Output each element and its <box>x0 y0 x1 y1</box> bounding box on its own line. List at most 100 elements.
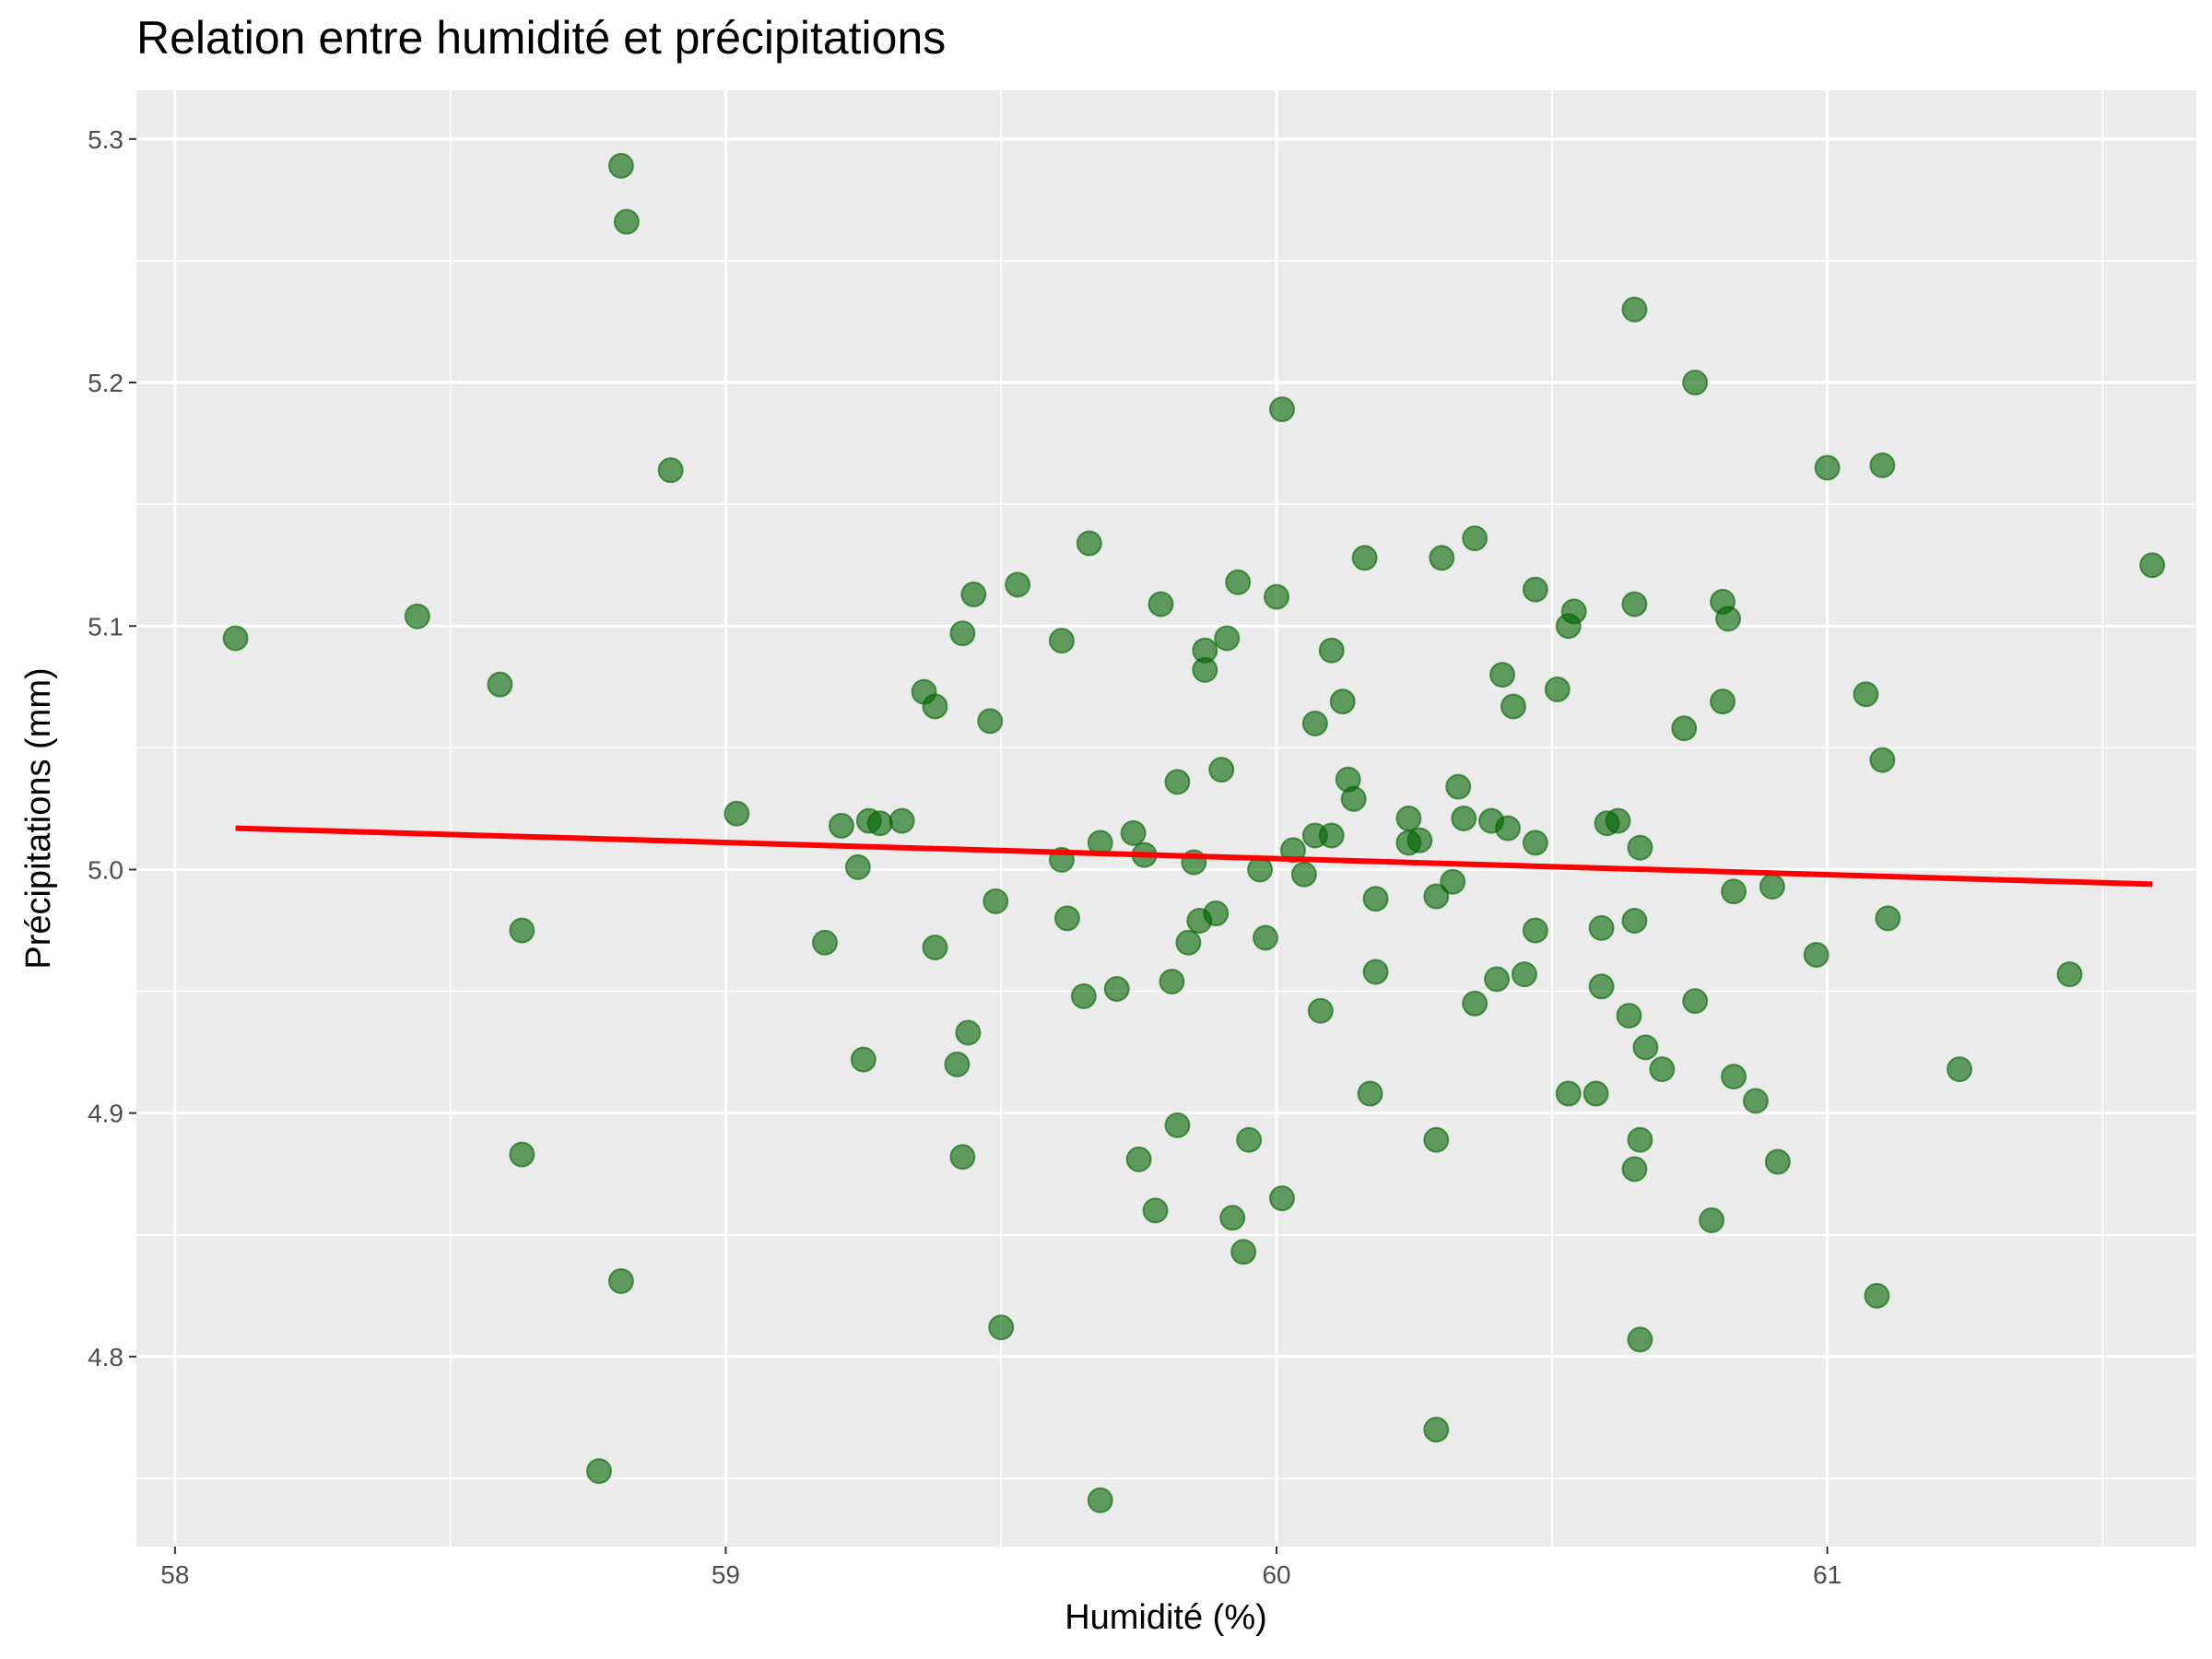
data-point <box>1484 966 1511 993</box>
data-point <box>1715 606 1742 632</box>
data-point <box>1445 773 1472 800</box>
data-point <box>1869 747 1896 773</box>
data-point <box>949 620 976 647</box>
data-point <box>1230 1239 1257 1265</box>
data-point <box>1307 997 1334 1024</box>
data-point <box>1076 530 1102 557</box>
data-point <box>2139 552 2166 579</box>
y-tick-label: 5.0 <box>88 855 124 884</box>
data-point <box>888 807 915 834</box>
data-point <box>1423 1417 1450 1443</box>
data-point <box>977 708 1004 735</box>
data-point <box>1142 1197 1169 1224</box>
data-point <box>1699 1206 1725 1233</box>
data-point <box>1621 296 1648 323</box>
data-point <box>1070 982 1097 1009</box>
data-point <box>509 917 535 944</box>
x-tick-label: 59 <box>712 1560 740 1589</box>
data-point <box>922 693 948 720</box>
y-tick-label: 5.2 <box>88 369 124 397</box>
data-point <box>1103 975 1130 1002</box>
x-tick-label: 61 <box>1813 1560 1841 1589</box>
data-point <box>1522 917 1548 944</box>
data-point <box>657 457 684 484</box>
data-point <box>585 1458 612 1485</box>
data-point <box>944 1051 971 1077</box>
data-point <box>222 625 249 652</box>
data-point <box>1395 806 1422 831</box>
data-point <box>1159 969 1185 995</box>
data-point <box>1522 830 1548 856</box>
data-point <box>1621 591 1648 618</box>
data-point <box>1236 1126 1263 1153</box>
x-axis-title: Humidité (%) <box>1065 1598 1267 1637</box>
data-point <box>607 152 634 179</box>
data-point <box>1125 1146 1152 1172</box>
data-point <box>1721 878 1747 905</box>
data-point <box>1621 907 1648 934</box>
data-point <box>404 603 430 629</box>
data-point <box>1759 873 1785 900</box>
data-point <box>1627 1126 1653 1153</box>
data-point <box>1053 905 1080 932</box>
data-point <box>1214 625 1241 652</box>
data-point <box>724 800 750 827</box>
data-point <box>1621 1156 1648 1182</box>
data-point <box>1671 715 1698 742</box>
data-point <box>1268 1185 1295 1212</box>
data-point <box>1632 1034 1659 1061</box>
data-point <box>866 810 893 837</box>
data-point <box>1869 452 1896 478</box>
data-point <box>1192 656 1218 683</box>
chart-title: Relation entre humidité et précipitation… <box>136 12 947 64</box>
data-point <box>1164 1112 1191 1138</box>
data-points <box>222 152 2166 1513</box>
data-point <box>1362 959 1389 985</box>
data-point <box>1495 815 1522 841</box>
data-point <box>811 929 838 956</box>
data-point <box>1253 924 1279 951</box>
data-point <box>1544 676 1571 702</box>
data-point <box>922 935 948 961</box>
data-point <box>1147 591 1174 618</box>
data-point <box>1560 598 1587 625</box>
data-point <box>1588 973 1615 1000</box>
data-point <box>1616 1003 1642 1030</box>
data-point <box>1423 883 1450 910</box>
data-point <box>1864 1282 1890 1309</box>
data-point <box>1264 583 1290 610</box>
x-axis-ticks: 58 59 60 61 <box>160 1547 1841 1589</box>
data-point <box>2056 961 2083 988</box>
data-point <box>1318 822 1345 849</box>
data-point <box>1462 990 1488 1017</box>
data-point <box>949 1144 976 1171</box>
data-point <box>509 1141 535 1168</box>
data-point <box>1522 576 1548 603</box>
data-point <box>1489 662 1516 688</box>
data-point <box>1318 637 1345 664</box>
data-point <box>828 812 854 839</box>
data-point <box>1627 834 1653 861</box>
data-point <box>1329 688 1356 715</box>
data-point <box>1764 1148 1791 1175</box>
data-point <box>1247 856 1274 883</box>
data-point <box>1682 988 1709 1015</box>
data-point <box>1814 454 1841 481</box>
data-point <box>1803 941 1830 968</box>
data-point <box>1357 1080 1383 1107</box>
data-point <box>1208 757 1235 783</box>
data-point <box>487 671 513 698</box>
plot-panel <box>136 90 2196 1547</box>
data-point <box>607 1268 634 1295</box>
data-point <box>982 888 1009 914</box>
data-point <box>1048 628 1075 654</box>
data-point <box>1682 370 1709 396</box>
data-point <box>1423 1126 1450 1153</box>
data-point <box>1203 900 1230 927</box>
data-point <box>1649 1056 1676 1083</box>
data-point <box>844 853 871 880</box>
data-point <box>1087 1487 1113 1513</box>
data-point <box>1721 1064 1747 1090</box>
x-tick-label: 60 <box>1262 1560 1290 1589</box>
